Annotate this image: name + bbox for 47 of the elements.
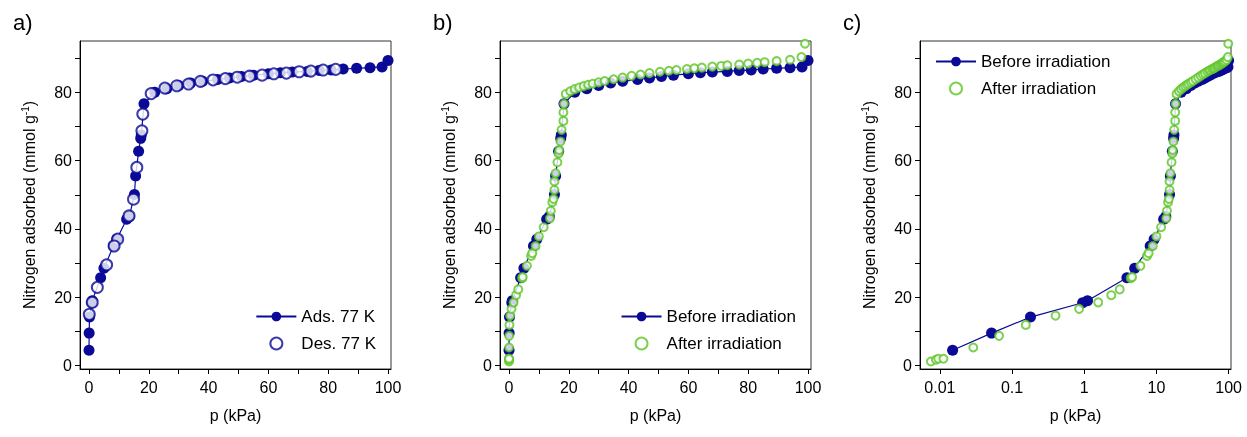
y-tick-label: 0	[63, 357, 73, 375]
x-tick-label: 100	[374, 378, 402, 396]
y-tick-label: 0	[483, 357, 493, 375]
y-tick-label: 60	[54, 152, 73, 170]
legend-label: Before irradiation	[666, 307, 797, 326]
y-axis-title: Nitrogen adsorbed (mmol g-1)	[19, 100, 38, 310]
x-tick-label: 40	[619, 378, 638, 396]
y-tick-label: 40	[894, 220, 913, 238]
legend-label: After irradiation	[981, 79, 1097, 98]
x-tick-label: 100	[794, 378, 822, 396]
y-tick-label: 40	[54, 220, 73, 238]
x-tick-label: 40	[199, 378, 218, 396]
y-tick-label: 80	[54, 83, 73, 101]
x-tick-label: 0.1	[1000, 378, 1024, 396]
legend-label: Des. 77 K	[301, 334, 377, 353]
chart-title: c)	[843, 9, 862, 35]
legend-label: After irradiation	[666, 334, 782, 353]
y-axis-title: Nitrogen adsorbed (mmol g-1)	[439, 100, 458, 310]
chart-title: a)	[13, 9, 33, 35]
x-tick-label: 100	[1215, 378, 1243, 396]
x-axis-title: p (kPa)	[629, 406, 682, 424]
chart-title: b)	[433, 9, 453, 35]
x-tick-label: 0	[84, 378, 94, 396]
legend-label: Ads. 77 K	[301, 307, 376, 326]
y-axis-title: Nitrogen adsorbed (mmol g-1)	[859, 100, 878, 310]
x-tick-label: 80	[739, 378, 758, 396]
y-tick-label: 60	[894, 152, 913, 170]
x-tick-label: 60	[259, 378, 278, 396]
y-tick-label: 20	[474, 288, 493, 306]
x-tick-label: 20	[139, 378, 158, 396]
x-axis-title: p (kPa)	[1049, 406, 1102, 424]
legend-label: Before irradiation	[981, 52, 1111, 71]
x-tick-label: 80	[319, 378, 338, 396]
x-tick-label: 1	[1079, 378, 1089, 396]
y-tick-label: 20	[894, 288, 913, 306]
y-tick-label: 80	[894, 83, 913, 101]
y-tick-label: 40	[474, 220, 493, 238]
y-tick-label: 60	[474, 152, 493, 170]
x-tick-label: 0	[504, 378, 514, 396]
x-tick-label: 60	[679, 378, 698, 396]
x-tick-label: 0.01	[924, 378, 956, 396]
y-tick-label: 20	[54, 288, 73, 306]
x-axis-title: p (kPa)	[209, 406, 262, 424]
y-tick-label: 0	[903, 357, 913, 375]
x-tick-label: 10	[1147, 378, 1166, 396]
y-tick-label: 80	[474, 83, 493, 101]
x-tick-label: 20	[559, 378, 578, 396]
